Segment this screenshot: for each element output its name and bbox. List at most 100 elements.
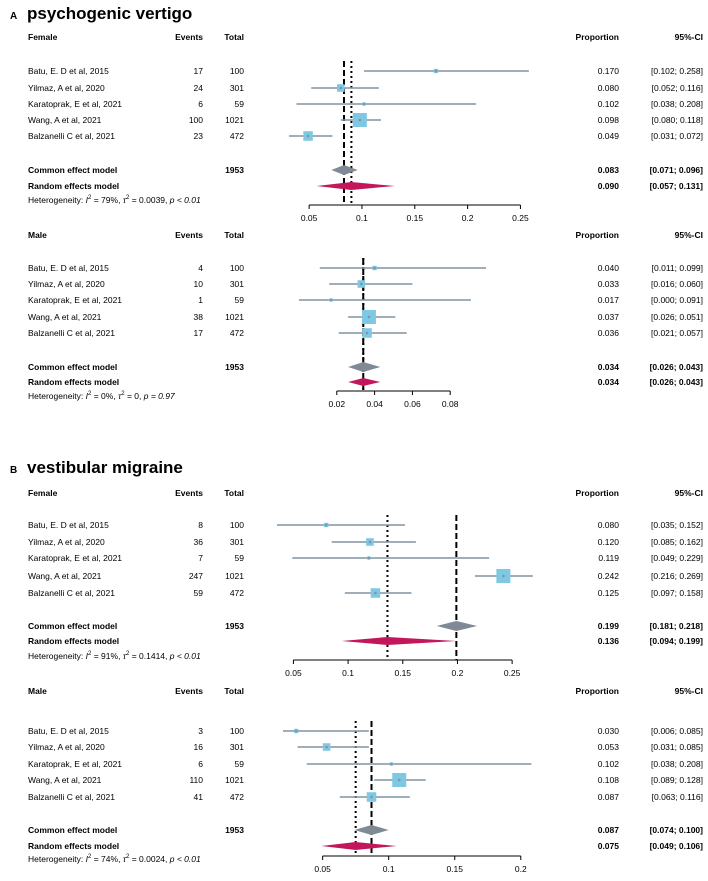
panel-letter: B xyxy=(10,465,17,476)
subgroup-male: Male Events Total Proportion 95%-CI Batu, E. … xyxy=(28,230,703,409)
x-axis-tick-label: 0.15 xyxy=(394,668,411,678)
random-effects-label: Random effects model xyxy=(28,841,119,851)
common-effect-label: Common effect model xyxy=(28,165,117,175)
study-total: 472 xyxy=(230,131,244,141)
ci-column-header: 95%-CI xyxy=(675,230,703,240)
study-total: 1021 xyxy=(225,775,244,785)
study-point-estimate xyxy=(324,523,328,527)
study-total: 59 xyxy=(235,99,245,109)
common-effect-total: 1953 xyxy=(225,825,244,835)
study-label: Karatoprak, E et al, 2021 xyxy=(28,295,122,305)
x-axis-tick-label: 0.1 xyxy=(356,213,368,223)
study-events: 3 xyxy=(198,726,203,736)
study-label: Yilmaz, A et al, 2020 xyxy=(28,537,105,547)
panel-letter: A xyxy=(10,11,17,22)
study-ci: [0.102; 0.258] xyxy=(651,66,703,76)
study-total: 100 xyxy=(230,520,244,530)
study-point-estimate xyxy=(329,298,333,302)
study-label: Batu, E. D et al, 2015 xyxy=(28,520,109,530)
study-total: 100 xyxy=(230,726,244,736)
study-label: Yilmaz, A et al, 2020 xyxy=(28,742,105,752)
study-events: 4 xyxy=(198,263,203,273)
study-events: 24 xyxy=(194,83,204,93)
subgroup-female: Female Events Total Proportion 95%-CI Batu, E… xyxy=(28,488,703,678)
common-effect-proportion: 0.083 xyxy=(598,165,620,175)
common-effect-total: 1953 xyxy=(225,362,244,372)
study-point-estimate xyxy=(362,102,366,106)
study-total: 472 xyxy=(230,328,244,338)
study-proportion: 0.098 xyxy=(598,115,620,125)
study-events: 110 xyxy=(189,775,203,785)
ci-column-header: 95%-CI xyxy=(675,32,703,42)
study-ci: [0.035; 0.152] xyxy=(651,520,703,530)
random-effects-ci: [0.057; 0.131] xyxy=(650,181,704,191)
proportion-column-header: Proportion xyxy=(576,686,619,696)
common-effect-diamond xyxy=(354,825,389,835)
study-events: 7 xyxy=(198,553,203,563)
x-axis-tick-label: 0.2 xyxy=(462,213,474,223)
random-effects-proportion: 0.090 xyxy=(598,181,620,191)
subgroup-female: Female Events Total Proportion 95%-CI Batu, E… xyxy=(28,32,703,223)
x-axis: 0.05 0.1 0.15 0.2 xyxy=(314,855,527,874)
heterogeneity-text: Heterogeneity: I2 = 74%, τ2 = 0.0024, p … xyxy=(28,854,201,864)
random-effects-proportion: 0.136 xyxy=(598,636,620,646)
common-effect-proportion: 0.087 xyxy=(598,825,620,835)
subgroup-header-label: Female xyxy=(28,32,58,42)
study-ci: [0.031; 0.085] xyxy=(651,742,703,752)
ci-column-header: 95%-CI xyxy=(675,488,703,498)
common-effect-ci: [0.026; 0.043] xyxy=(650,362,704,372)
events-column-header: Events xyxy=(175,32,203,42)
study-events: 23 xyxy=(194,131,204,141)
study-total: 100 xyxy=(230,263,244,273)
common-effect-label: Common effect model xyxy=(28,362,117,372)
study-proportion: 0.040 xyxy=(598,263,620,273)
study-proportion: 0.242 xyxy=(598,571,620,581)
study-total: 472 xyxy=(230,792,244,802)
study-label: Karatoprak, E et al, 2021 xyxy=(28,759,122,769)
subgroup-header-label: Male xyxy=(28,230,47,240)
study-events: 6 xyxy=(198,759,203,769)
study-proportion: 0.017 xyxy=(598,295,620,305)
total-column-header: Total xyxy=(224,230,244,240)
random-effects-diamond xyxy=(321,842,397,850)
x-axis-tick-label: 0.05 xyxy=(301,213,318,223)
study-total: 59 xyxy=(235,295,245,305)
x-axis-tick-label: 0.15 xyxy=(446,864,463,874)
subgroup-header-label: Female xyxy=(28,488,58,498)
study-label: Wang, A et al, 2021 xyxy=(28,115,102,125)
common-effect-diamond xyxy=(436,621,478,631)
study-point-estimate xyxy=(325,745,328,749)
study-ci: [0.216; 0.269] xyxy=(651,571,703,581)
random-effects-ci: [0.026; 0.043] xyxy=(650,377,704,387)
events-column-header: Events xyxy=(175,488,203,498)
x-axis-tick-label: 0.02 xyxy=(329,399,346,409)
common-effect-diamond xyxy=(331,165,358,175)
study-total: 301 xyxy=(230,742,244,752)
study-events: 36 xyxy=(194,537,204,547)
x-axis-tick-label: 0.04 xyxy=(366,399,383,409)
common-effect-ci: [0.074; 0.100] xyxy=(650,825,704,835)
study-ci: [0.006; 0.085] xyxy=(651,726,703,736)
random-effects-diamond xyxy=(348,378,381,386)
panel-title: psychogenic vertigo xyxy=(27,4,192,23)
study-proportion: 0.125 xyxy=(598,588,620,598)
study-proportion: 0.053 xyxy=(598,742,620,752)
total-column-header: Total xyxy=(224,32,244,42)
study-label: Balzanelli C et al, 2021 xyxy=(28,328,115,338)
study-ci: [0.000; 0.091] xyxy=(651,295,703,305)
study-point-estimate xyxy=(358,118,362,122)
proportion-column-header: Proportion xyxy=(576,32,619,42)
study-proportion: 0.049 xyxy=(598,131,620,141)
study-point-estimate xyxy=(368,540,372,544)
study-proportion: 0.080 xyxy=(598,520,620,530)
x-axis-tick-label: 0.05 xyxy=(285,668,302,678)
random-effects-label: Random effects model xyxy=(28,181,119,191)
study-label: Wang, A et al, 2021 xyxy=(28,775,102,785)
proportion-column-header: Proportion xyxy=(576,230,619,240)
study-label: Balzanelli C et al, 2021 xyxy=(28,588,115,598)
study-point-estimate xyxy=(294,729,298,733)
study-events: 38 xyxy=(194,312,204,322)
panel-title: vestibular migraine xyxy=(27,458,183,477)
total-column-header: Total xyxy=(224,488,244,498)
